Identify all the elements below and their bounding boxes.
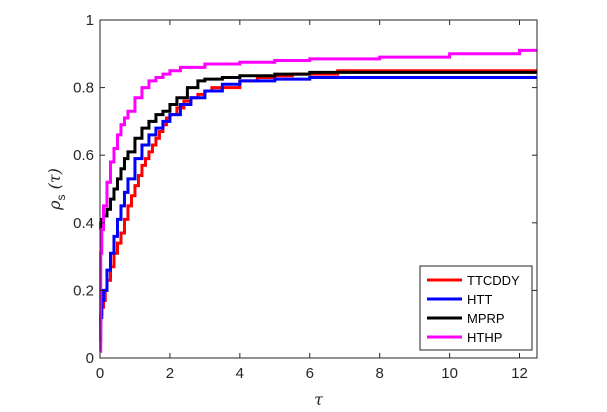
legend: TTCDDY HTT MPRP HTHP xyxy=(419,265,533,351)
x-tick-label: 0 xyxy=(96,365,104,382)
legend-label-ttcddy: TTCDDY xyxy=(467,273,520,288)
x-tick-label: 4 xyxy=(236,365,244,382)
y-label-sub: s xyxy=(54,195,68,201)
y-tick-label: 0.6 xyxy=(73,147,94,164)
x-axis-title: τ xyxy=(314,390,324,409)
y-axis-title: ρs (τ) xyxy=(45,168,68,211)
y-label-main: ρ xyxy=(45,200,64,211)
legend-label-mprp: MPRP xyxy=(467,311,505,326)
series-line-mprp xyxy=(99,70,537,232)
x-tick-label: 12 xyxy=(511,365,528,382)
series-line-hthp xyxy=(99,48,537,353)
x-tick-label: 10 xyxy=(441,365,458,382)
y-tick-label: 0.8 xyxy=(73,80,94,97)
ticks: 0 2 4 6 8 10 12 0 0.2 0.4 0.6 0.8 1 xyxy=(73,12,537,382)
x-tick-label: 8 xyxy=(376,365,384,382)
y-axis-label: ρs (τ) xyxy=(45,168,68,211)
y-tick-label: 0.4 xyxy=(73,215,94,232)
y-label-arg: (τ) xyxy=(45,168,64,194)
legend-label-hthp: HTHP xyxy=(467,330,502,345)
x-tick-label: 2 xyxy=(166,365,174,382)
x-tick-label: 6 xyxy=(306,365,314,382)
axes xyxy=(99,19,538,359)
series-group xyxy=(99,48,537,353)
series-line-htt xyxy=(99,75,537,343)
y-tick-label: 0 xyxy=(86,350,94,367)
legend-label-htt: HTT xyxy=(467,292,492,307)
axes-box xyxy=(99,19,538,359)
y-tick-label: 0.2 xyxy=(73,282,94,299)
y-tick-label: 1 xyxy=(86,12,94,29)
